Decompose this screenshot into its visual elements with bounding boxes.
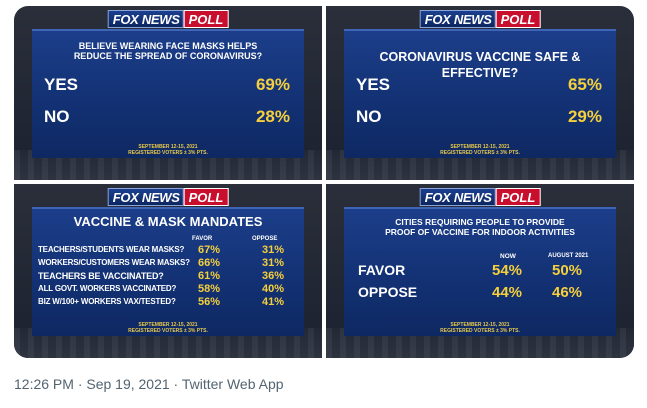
fox-news-logo-text: FOX NEWS xyxy=(419,188,496,206)
answer-value-yes: 69% xyxy=(255,75,290,94)
answer-label-yes: YES xyxy=(44,75,79,94)
answer-label-favor: FAVOR xyxy=(358,262,406,278)
answer-label-no: NO xyxy=(356,107,382,126)
mandate-label: TEACHERS/STUDENTS WEAR MASKS? xyxy=(38,245,185,254)
fox-news-logo-text: FOX NEWS xyxy=(107,188,184,206)
poll-voters: REGISTERED VOTERS ± 3% PTS. xyxy=(440,328,520,334)
answer-value-favor-august: 50% xyxy=(552,262,583,279)
mandate-favor: 61% xyxy=(198,269,221,282)
poll-board: CORONAVIRUS VACCINE SAFE & EFFECTIVE? YE… xyxy=(344,29,616,158)
fox-news-poll-logo: FOX NEWS POLL xyxy=(419,188,541,206)
poll-voters: REGISTERED VOTERS ± 3% PTS. xyxy=(128,150,208,156)
answer-value-favor-now: 54% xyxy=(492,262,523,279)
poll-board: BELIEVE WEARING FACE MASKS HELPS REDUCE … xyxy=(32,29,304,158)
mandate-label: TEACHERS BE VACCINATED? xyxy=(38,270,164,281)
poll-question: VACCINE & MASK MANDATES xyxy=(73,214,263,229)
column-header-now: NOW xyxy=(500,253,516,260)
fox-news-logo-text: FOX NEWS xyxy=(419,10,496,28)
mandate-favor: 58% xyxy=(198,282,221,295)
mandate-favor: 66% xyxy=(198,256,221,269)
tweet-timestamp[interactable]: 12:26 PM · Sep 19, 2021 · Twitter Web Ap… xyxy=(14,376,284,392)
poll-voters: REGISTERED VOTERS ± 3% PTS. xyxy=(440,150,520,156)
mandate-row: TEACHERS/STUDENTS WEAR MASKS? 67% 31% xyxy=(38,243,300,256)
poll-panel-proof-of-vaccine[interactable]: FOX NEWS POLL CITIES REQUIRING PEOPLE TO… xyxy=(326,184,634,358)
mandate-oppose: 40% xyxy=(262,282,285,295)
poll-board: CITIES REQUIRING PEOPLE TO PROVIDE PROOF… xyxy=(344,207,616,336)
mandate-oppose: 41% xyxy=(262,295,285,308)
mandate-row: TEACHERS BE VACCINATED? 61% 36% xyxy=(38,269,300,282)
answer-label-yes: YES xyxy=(356,75,391,94)
poll-logo-text: POLL xyxy=(495,10,541,28)
poll-question: CITIES REQUIRING PEOPLE TO PROVIDE PROOF… xyxy=(385,217,575,237)
answer-value-no: 28% xyxy=(255,107,290,126)
fox-news-poll-logo: FOX NEWS POLL xyxy=(107,10,229,28)
poll-source: SEPTEMBER 12-15, 2021 REGISTERED VOTERS … xyxy=(344,322,616,334)
mandate-row: WORKERS/CUSTOMERS WEAR MASKS? 66% 31% xyxy=(38,256,300,269)
answer-label-oppose: OPPOSE xyxy=(358,284,418,300)
answer-value-no: 29% xyxy=(567,107,602,126)
poll-panel-masks[interactable]: FOX NEWS POLL BELIEVE WEARING FACE MASKS… xyxy=(14,6,322,180)
mandate-row: ALL GOVT. WORKERS VACCINATED? 58% 40% xyxy=(38,282,300,295)
mandate-oppose: 36% xyxy=(262,269,285,282)
fox-news-poll-logo: FOX NEWS POLL xyxy=(419,10,541,28)
mandate-label: BIZ W/100+ WORKERS VAX/TESTED? xyxy=(38,297,176,306)
poll-panel-vaccine-safe[interactable]: FOX NEWS POLL CORONAVIRUS VACCINE SAFE &… xyxy=(326,6,634,180)
fox-news-poll-logo: FOX NEWS POLL xyxy=(107,188,229,206)
poll-voters: REGISTERED VOTERS ± 3% PTS. xyxy=(128,328,208,334)
column-header-oppose: OPPOSE xyxy=(252,236,278,242)
answer-value-yes: 65% xyxy=(567,75,602,94)
mandate-row: BIZ W/100+ WORKERS VAX/TESTED? 56% 41% xyxy=(38,295,300,308)
mandate-oppose: 31% xyxy=(262,256,285,269)
answer-label-no: NO xyxy=(44,107,70,126)
poll-logo-text: POLL xyxy=(495,188,541,206)
poll-date: SEPTEMBER 12-15, 2021 xyxy=(450,144,510,150)
tweet-image-grid[interactable]: FOX NEWS POLL BELIEVE WEARING FACE MASKS… xyxy=(14,6,634,358)
mandate-label: WORKERS/CUSTOMERS WEAR MASKS? xyxy=(38,258,190,267)
poll-logo-text: POLL xyxy=(183,188,229,206)
mandate-label: ALL GOVT. WORKERS VACCINATED? xyxy=(38,284,177,293)
column-header-favor: FAVOR xyxy=(192,236,213,242)
fox-news-logo-text: FOX NEWS xyxy=(107,10,184,28)
poll-panel-mandates[interactable]: FOX NEWS POLL VACCINE & MASK MANDATES FA… xyxy=(14,184,322,358)
poll-board: VACCINE & MASK MANDATES FAVOR OPPOSE TEA… xyxy=(32,207,304,336)
mandate-oppose: 31% xyxy=(262,243,285,256)
poll-question: BELIEVE WEARING FACE MASKS HELPS REDUCE … xyxy=(73,41,263,61)
column-header-august: AUGUST 2021 xyxy=(548,253,589,259)
poll-source: SEPTEMBER 12-15, 2021 REGISTERED VOTERS … xyxy=(32,322,304,334)
poll-date: SEPTEMBER 12-15, 2021 xyxy=(138,144,198,150)
poll-source: SEPTEMBER 12-15, 2021 REGISTERED VOTERS … xyxy=(344,144,616,156)
poll-source: SEPTEMBER 12-15, 2021 REGISTERED VOTERS … xyxy=(32,144,304,156)
answer-value-oppose-august: 46% xyxy=(552,284,583,301)
answer-value-oppose-now: 44% xyxy=(492,284,523,301)
poll-logo-text: POLL xyxy=(183,10,229,28)
poll-date: SEPTEMBER 12-15, 2021 xyxy=(450,322,510,328)
poll-date: SEPTEMBER 12-15, 2021 xyxy=(138,322,198,328)
mandate-favor: 67% xyxy=(198,243,221,256)
mandate-favor: 56% xyxy=(198,295,221,308)
poll-question: CORONAVIRUS VACCINE SAFE & EFFECTIVE? xyxy=(379,50,581,80)
